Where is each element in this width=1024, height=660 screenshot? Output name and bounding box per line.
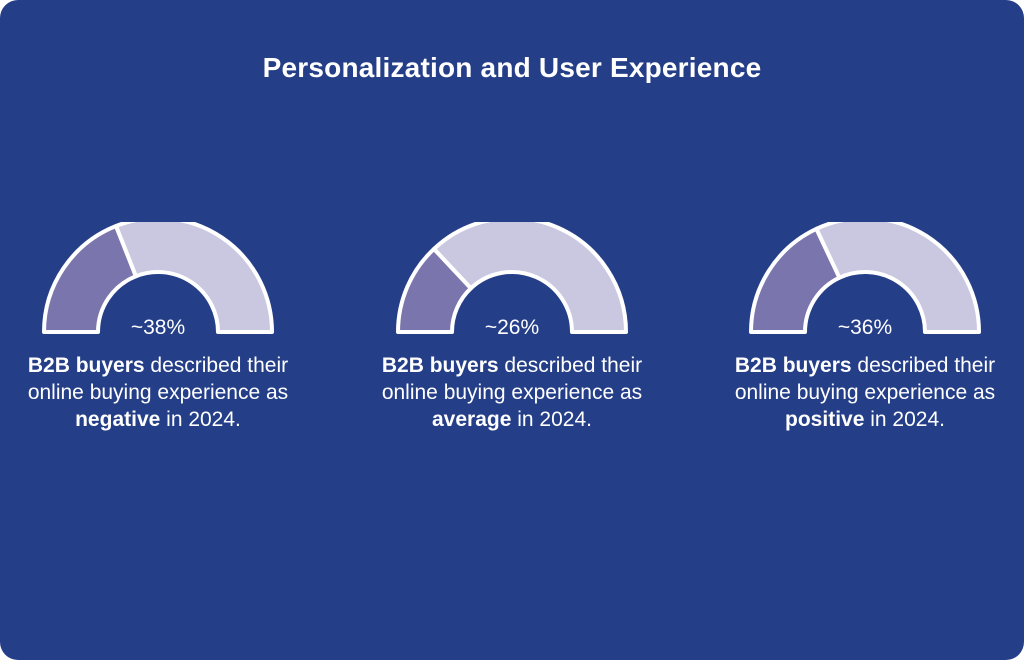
description-text: described their online buying experience… [734,354,996,404]
description-lead: B2B buyers [381,354,499,377]
gauge-panel-average: ~26% B2B buyers described their online b… [352,222,672,482]
percentage-label: ~36% [837,316,893,339]
gauge-remaining-segment [431,222,628,334]
gauge-panel-positive: ~36% B2B buyers described their online b… [705,222,1024,482]
gauge-description: B2B buyers described their online buying… [0,352,318,433]
description-sentiment: positive [785,408,865,431]
gauge-remaining-segment [814,222,981,334]
gauge-negative [42,222,274,334]
description-sentiment: average [432,408,512,431]
description-lead: B2B buyers [734,354,852,377]
gauge-positive [749,222,981,334]
description-text: described their online buying experience… [27,354,289,404]
percentage-label: ~38% [130,316,186,339]
gauge-description: B2B buyers described their online buying… [705,352,1024,433]
gauge-description: B2B buyers described their online buying… [352,352,672,433]
description-text: described their online buying experience… [381,354,643,404]
gauge-average [396,222,628,334]
description-year: in 2024. [511,408,592,431]
gauge-remaining-segment [114,222,274,334]
description-sentiment: negative [75,408,161,431]
chart-title: Personalization and User Experience [262,52,762,83]
percentage-label: ~26% [484,316,540,339]
description-year: in 2024. [160,408,241,431]
description-year: in 2024. [864,408,945,431]
gauge-panel-negative: ~38% B2B buyers described their online b… [0,222,318,482]
description-lead: B2B buyers [27,354,145,377]
